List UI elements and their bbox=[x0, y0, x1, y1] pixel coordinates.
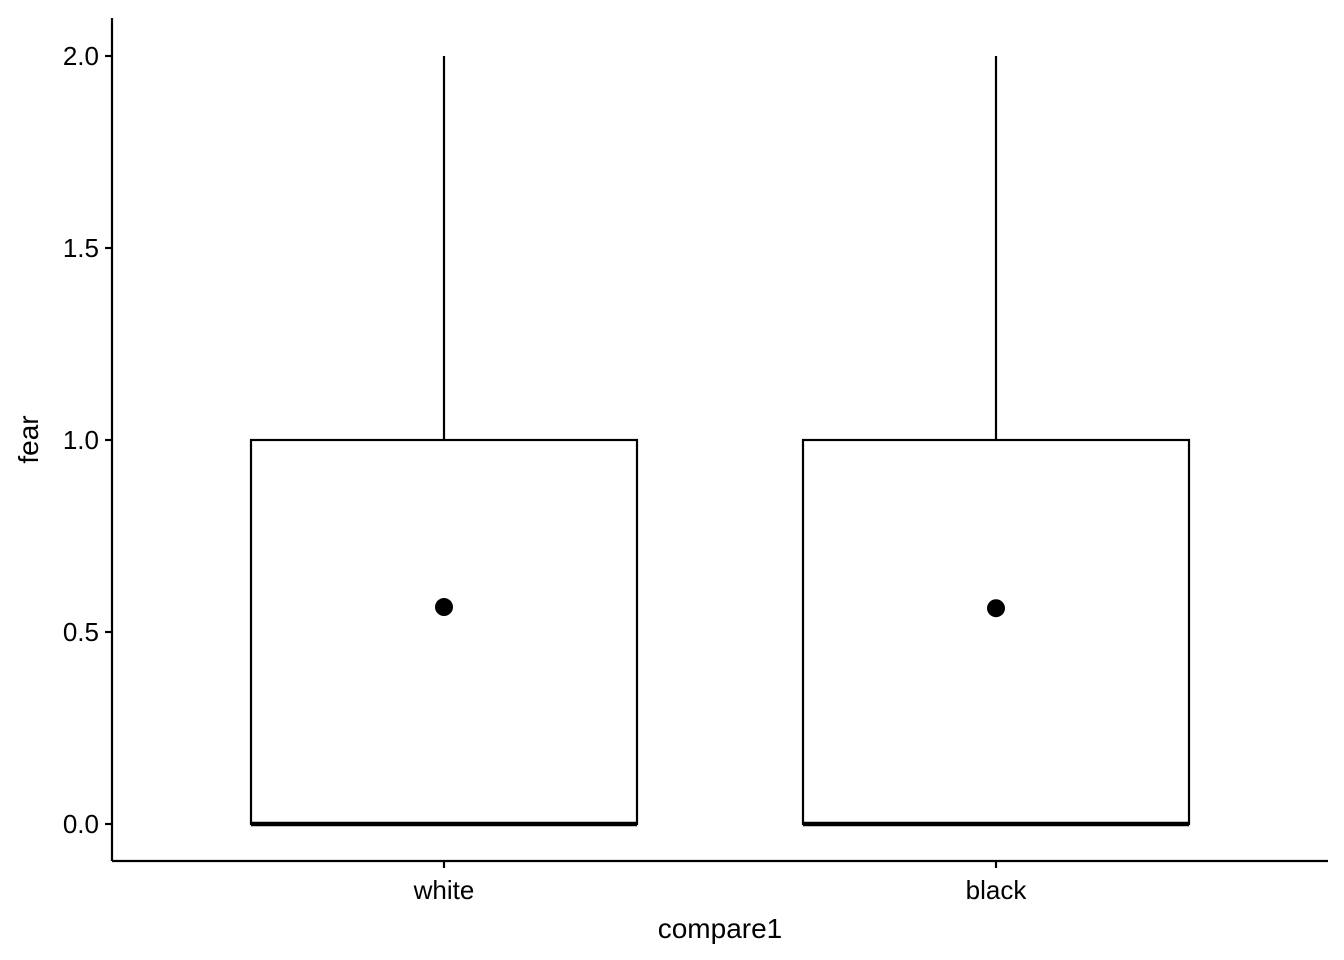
y-tick-label: 0.0 bbox=[63, 809, 99, 839]
y-tick-label: 1.5 bbox=[63, 233, 99, 263]
y-axis-title: fear bbox=[13, 415, 44, 463]
x-tick-label: white bbox=[413, 875, 475, 905]
box-black bbox=[801, 56, 1191, 827]
x-tick-label: black bbox=[966, 875, 1028, 905]
y-tick-label: 0.5 bbox=[63, 617, 99, 647]
iqr-box bbox=[249, 438, 639, 826]
mean-point bbox=[435, 598, 453, 617]
boxes-layer bbox=[249, 56, 1191, 827]
mean-point bbox=[987, 599, 1005, 618]
x-axis-ticks: white black bbox=[413, 861, 1028, 905]
box-white bbox=[249, 56, 639, 827]
y-axis-ticks: 0.0 0.5 1.0 1.5 2.0 bbox=[63, 41, 112, 839]
x-axis-title: compare1 bbox=[658, 913, 783, 944]
y-tick-label: 1.0 bbox=[63, 425, 99, 455]
y-tick-label: 2.0 bbox=[63, 41, 99, 71]
iqr-box bbox=[801, 438, 1191, 826]
